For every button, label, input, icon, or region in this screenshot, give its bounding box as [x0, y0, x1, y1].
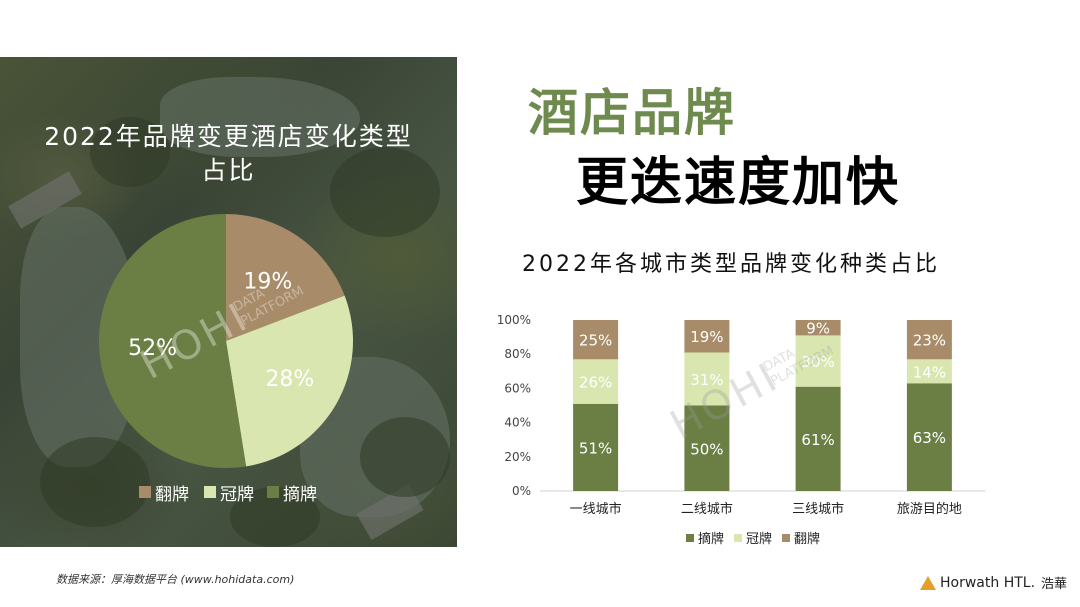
- bar-chart-title: 2022年各城市类型品牌变化种类占比: [522, 252, 940, 277]
- bar-segment: [906, 320, 952, 360]
- x-category-label: 二线城市: [681, 501, 733, 517]
- bar-segment: [684, 405, 730, 491]
- legend-swatch: [686, 533, 694, 542]
- bar-value-label: 23%: [913, 332, 946, 350]
- bar-segment: [573, 320, 619, 360]
- y-tick-label: 0%: [512, 484, 531, 498]
- bar-value-label: 50%: [690, 440, 723, 458]
- bar-segment: [573, 359, 619, 404]
- bar-value-label: 19%: [690, 328, 723, 346]
- bar-segment: [906, 359, 952, 384]
- water-area: [160, 77, 360, 157]
- pie-legend-item-fan: 翻牌: [139, 481, 189, 505]
- bar-legend: 摘牌 冠牌 翻牌: [686, 528, 830, 547]
- bar-value-label: 26%: [579, 374, 612, 392]
- logo-name: Horwath HTL.: [940, 574, 1036, 591]
- bar-value-label: 14%: [913, 363, 946, 381]
- pie-slice-label: 52%: [128, 336, 177, 361]
- logo-triangle-icon: [920, 575, 936, 590]
- headline-line2: 更迭速度加快: [576, 153, 901, 213]
- x-category-label: 三线城市: [792, 501, 844, 517]
- pie-slice-label: 19%: [243, 269, 292, 294]
- bar-legend-label: 翻牌: [794, 532, 821, 547]
- pie-legend-item-zhai: 摘牌: [267, 481, 317, 505]
- legend-swatch: [139, 486, 151, 498]
- tree-shape: [360, 417, 450, 497]
- bar-legend-item-fan: 翻牌: [782, 528, 820, 547]
- y-tick-label: 100%: [497, 313, 531, 327]
- pie-legend-label: 翻牌: [155, 484, 189, 505]
- data-source-note: 数据来源：厚海数据平台 (www.hohidata.com): [56, 573, 295, 586]
- y-tick-label: 40%: [504, 416, 531, 430]
- bar-legend-label: 摘牌: [698, 532, 725, 547]
- bar-segment: [906, 383, 952, 491]
- bar-segment: [684, 352, 730, 406]
- bar-value-label: 61%: [801, 431, 834, 449]
- bar-value-label: 63%: [913, 429, 946, 447]
- pie-slice: [226, 295, 353, 467]
- bar-segment: [795, 320, 841, 336]
- bar-legend-item-guan: 冠牌: [734, 528, 772, 547]
- pie-chart-title: 2022年品牌变更酒店变化类型: [44, 122, 413, 151]
- pie-slice-label: 28%: [265, 367, 314, 392]
- legend-swatch: [267, 486, 279, 498]
- tree-shape: [330, 147, 440, 237]
- bar-value-label: 31%: [690, 371, 723, 389]
- pie-legend-item-guan: 冠牌: [204, 481, 254, 505]
- bar-segment: [573, 403, 619, 491]
- bar-value-label: 25%: [579, 332, 612, 350]
- bar-value-label: 30%: [801, 353, 834, 371]
- x-category-label: 一线城市: [570, 501, 622, 517]
- pie-chart-title-line2: 占比: [201, 156, 256, 185]
- x-category-label: 旅游目的地: [897, 501, 962, 517]
- tree-shape: [90, 117, 170, 187]
- pie-slice: [226, 214, 345, 341]
- pie-legend-label: 冠牌: [220, 484, 254, 505]
- bar-segment: [795, 386, 841, 491]
- headline-line1: 酒店品牌: [528, 84, 736, 142]
- pie-slice: [98, 213, 247, 468]
- bar-value-label: 51%: [579, 439, 612, 457]
- bar-segment: [795, 335, 841, 387]
- bar-segment: [684, 320, 730, 353]
- y-tick-label: 60%: [504, 381, 531, 395]
- bar-value-label: 9%: [806, 320, 830, 338]
- bar-legend-label: 冠牌: [746, 532, 773, 547]
- legend-swatch: [204, 486, 216, 498]
- bar-legend-item-zhai: 摘牌: [686, 528, 724, 547]
- y-tick-label: 80%: [504, 347, 531, 361]
- legend-swatch: [734, 533, 743, 542]
- y-tick-label: 20%: [504, 450, 531, 464]
- pie-legend-label: 摘牌: [283, 484, 317, 505]
- legend-swatch: [782, 533, 791, 542]
- logo-cn: 浩華: [1041, 577, 1068, 592]
- tree-shape: [40, 437, 150, 527]
- horwath-logo: Horwath HTL. 浩華: [920, 573, 1067, 592]
